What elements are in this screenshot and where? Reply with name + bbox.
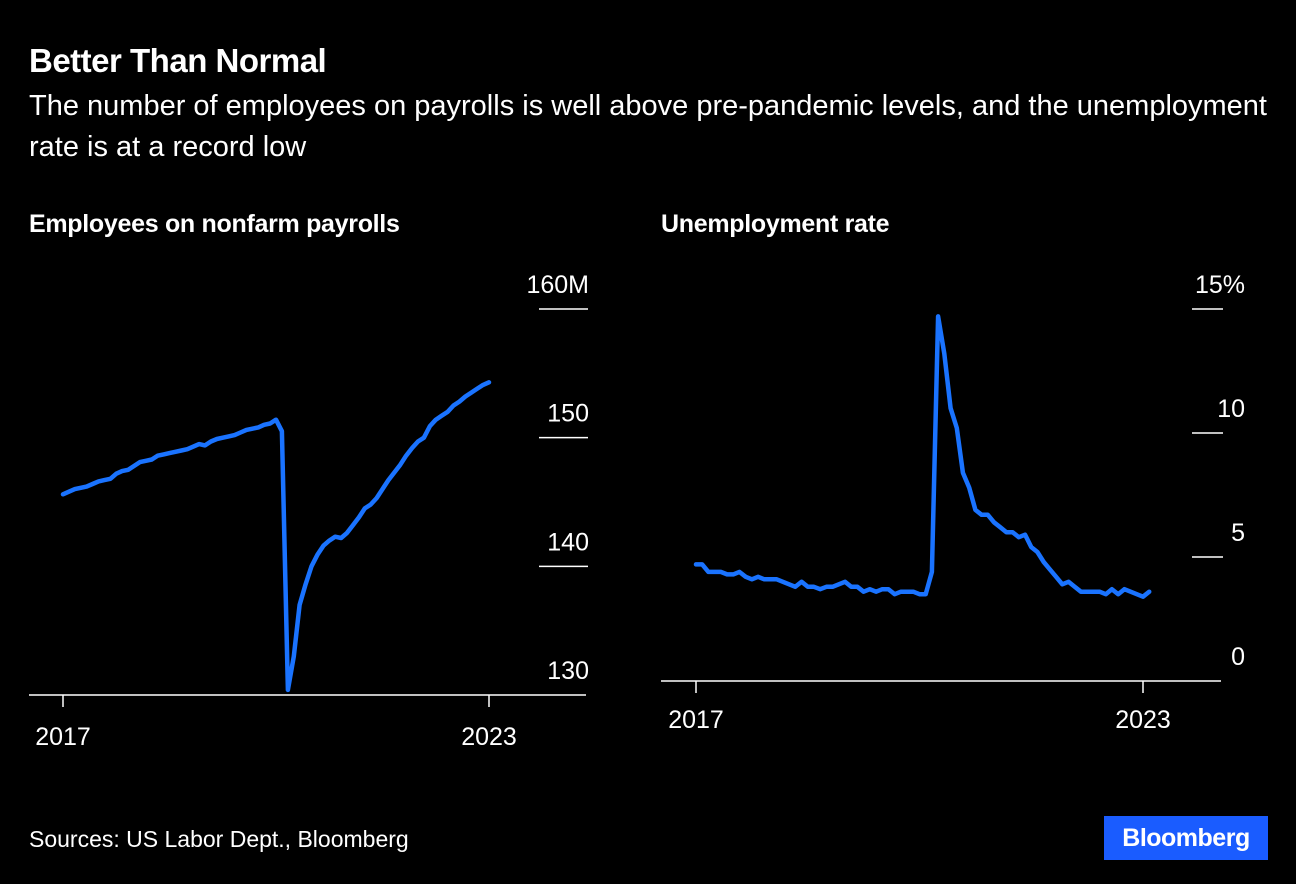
chart-title: Better Than Normal (29, 42, 327, 79)
unemployment-y-tick-label: 0 (1231, 643, 1245, 671)
payrolls-y-tick-label: 150 (547, 400, 589, 428)
bloomberg-logo: Bloomberg (1104, 816, 1268, 860)
unemployment-x-tick-label: 2017 (668, 706, 724, 734)
payrolls-y-tick-label: 160M (526, 271, 589, 299)
payrolls-y-tick-label: 140 (547, 528, 589, 556)
payrolls-chart: 160M 150 140 130 2017 2023 (29, 271, 589, 751)
payrolls-y-tick-label: 130 (547, 657, 589, 685)
unemployment-series-line (693, 314, 1152, 599)
payrolls-series-line (60, 380, 492, 693)
bloomberg-logo-text: Bloomberg (1122, 823, 1250, 852)
payrolls-x-tick-label: 2017 (35, 723, 91, 751)
unemployment-y-tick-label: 10 (1217, 395, 1245, 423)
chart-subtitle: The number of employees on payrolls is w… (29, 90, 1267, 163)
unemployment-y-tick-label: 5 (1231, 519, 1245, 547)
payrolls-x-tick-label: 2023 (461, 723, 517, 751)
source-note: Sources: US Labor Dept., Bloomberg (29, 826, 409, 852)
panel-title-payrolls: Employees on nonfarm payrolls (29, 210, 400, 238)
unemployment-y-tick-label: 15% (1195, 271, 1245, 299)
unemployment-chart: 15% 10 5 0 2017 2023 (661, 271, 1245, 734)
panel-title-unemployment: Unemployment rate (661, 210, 890, 238)
unemployment-x-tick-label: 2023 (1115, 706, 1171, 734)
